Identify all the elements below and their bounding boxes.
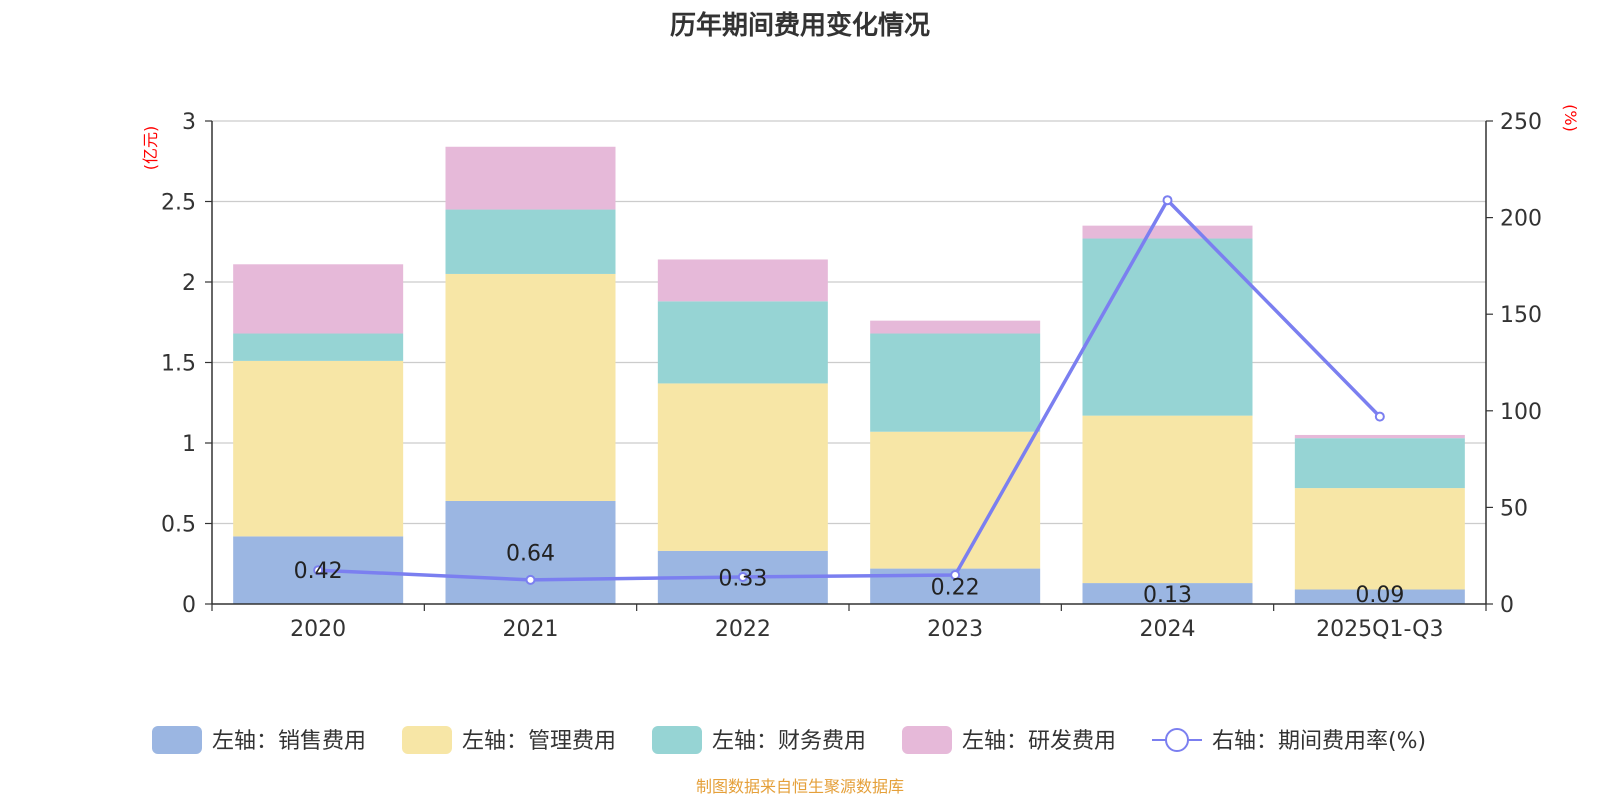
bar-segment	[870, 431, 1041, 569]
bar-segment	[1294, 589, 1465, 604]
data-label: 0.22	[931, 575, 980, 600]
x-tick-label: 2024	[1140, 617, 1196, 642]
x-tick-label: 2023	[927, 617, 983, 642]
line-point	[1162, 195, 1173, 206]
x-tick-label: 2021	[503, 617, 559, 642]
legend-label: 左轴：销售费用	[212, 729, 366, 754]
x-tick-label: 2022	[715, 617, 771, 642]
legend-label: 左轴：财务费用	[712, 729, 866, 754]
bar-segment	[870, 320, 1041, 334]
left-axis-unit: (亿元)	[141, 126, 160, 171]
bar-series	[233, 146, 1465, 604]
right-tick-label: 250	[1500, 110, 1542, 135]
chart-title: 历年期间费用变化情况	[670, 10, 930, 41]
right-tick-label: 100	[1500, 400, 1542, 425]
expense-ratio-line	[318, 198, 1382, 582]
legend-swatch	[902, 726, 952, 754]
data-labels: 0.42 0.64 0.33 0.22 0.13 0.09	[294, 541, 1405, 608]
bar-segment	[1294, 438, 1465, 489]
bar-segment	[445, 273, 616, 501]
gridlines	[212, 120, 1486, 525]
x-tick-label: 2025Q1-Q3	[1316, 617, 1443, 642]
data-label: 0.42	[294, 559, 343, 584]
bar-segment	[445, 500, 616, 604]
bar-segment	[657, 383, 828, 551]
bar-segment	[445, 146, 616, 210]
legend-label: 左轴：研发费用	[962, 729, 1116, 754]
data-label: 0.13	[1143, 583, 1192, 608]
bar-segment	[445, 209, 616, 274]
data-label: 0.64	[506, 541, 555, 566]
bar-segment	[1082, 238, 1253, 416]
line-point	[950, 570, 961, 581]
left-tick-label: 1.5	[161, 352, 196, 377]
bar-segment	[657, 259, 828, 302]
bar-segment	[1082, 415, 1253, 584]
bar-segment	[1294, 488, 1465, 590]
axes: 0 0.5 1 1.5 2 2.5 3 0 50 100 150 200 250 2020 2021 2022…	[161, 110, 1542, 642]
line-point	[1374, 411, 1385, 422]
left-tick-label: 3	[182, 110, 196, 135]
legend-label: 左轴：管理费用	[462, 729, 616, 754]
right-tick-label: 200	[1500, 207, 1542, 232]
bar-segment	[233, 264, 404, 334]
data-label: 0.33	[718, 566, 767, 591]
right-tick-label: 0	[1500, 593, 1514, 618]
line-point	[737, 571, 748, 582]
left-tick-label: 0.5	[161, 513, 196, 538]
legend-swatch	[652, 726, 702, 754]
legend-swatch	[152, 726, 202, 754]
legend: 左轴：销售费用 左轴：管理费用 左轴：财务费用 左轴：研发费用 右轴：期间费用率(%)	[152, 726, 1426, 754]
bar-segment	[233, 360, 404, 537]
left-tick-label: 0	[182, 593, 196, 618]
bar-segment	[233, 333, 404, 361]
right-tick-label: 50	[1500, 496, 1528, 521]
line-point	[525, 574, 536, 585]
data-label: 0.09	[1355, 583, 1404, 608]
bar-segment	[1082, 583, 1253, 604]
right-axis-unit: (%)	[1561, 104, 1580, 132]
line-series	[313, 195, 1385, 585]
right-tick-label: 150	[1500, 303, 1542, 328]
legend-label: 右轴：期间费用率(%)	[1212, 729, 1426, 754]
left-tick-label: 2.5	[161, 191, 196, 216]
legend-marker	[1165, 728, 1189, 752]
line-point	[313, 565, 324, 576]
bar-segment	[1082, 225, 1253, 239]
legend-swatch	[402, 726, 452, 754]
source-note: 制图数据来自恒生聚源数据库	[696, 777, 904, 796]
bar-segment	[870, 333, 1041, 432]
left-tick-label: 2	[182, 271, 196, 296]
bar-segment	[657, 301, 828, 384]
left-tick-label: 1	[182, 432, 196, 457]
x-tick-label: 2020	[290, 617, 346, 642]
bar-segment	[1294, 434, 1465, 439]
